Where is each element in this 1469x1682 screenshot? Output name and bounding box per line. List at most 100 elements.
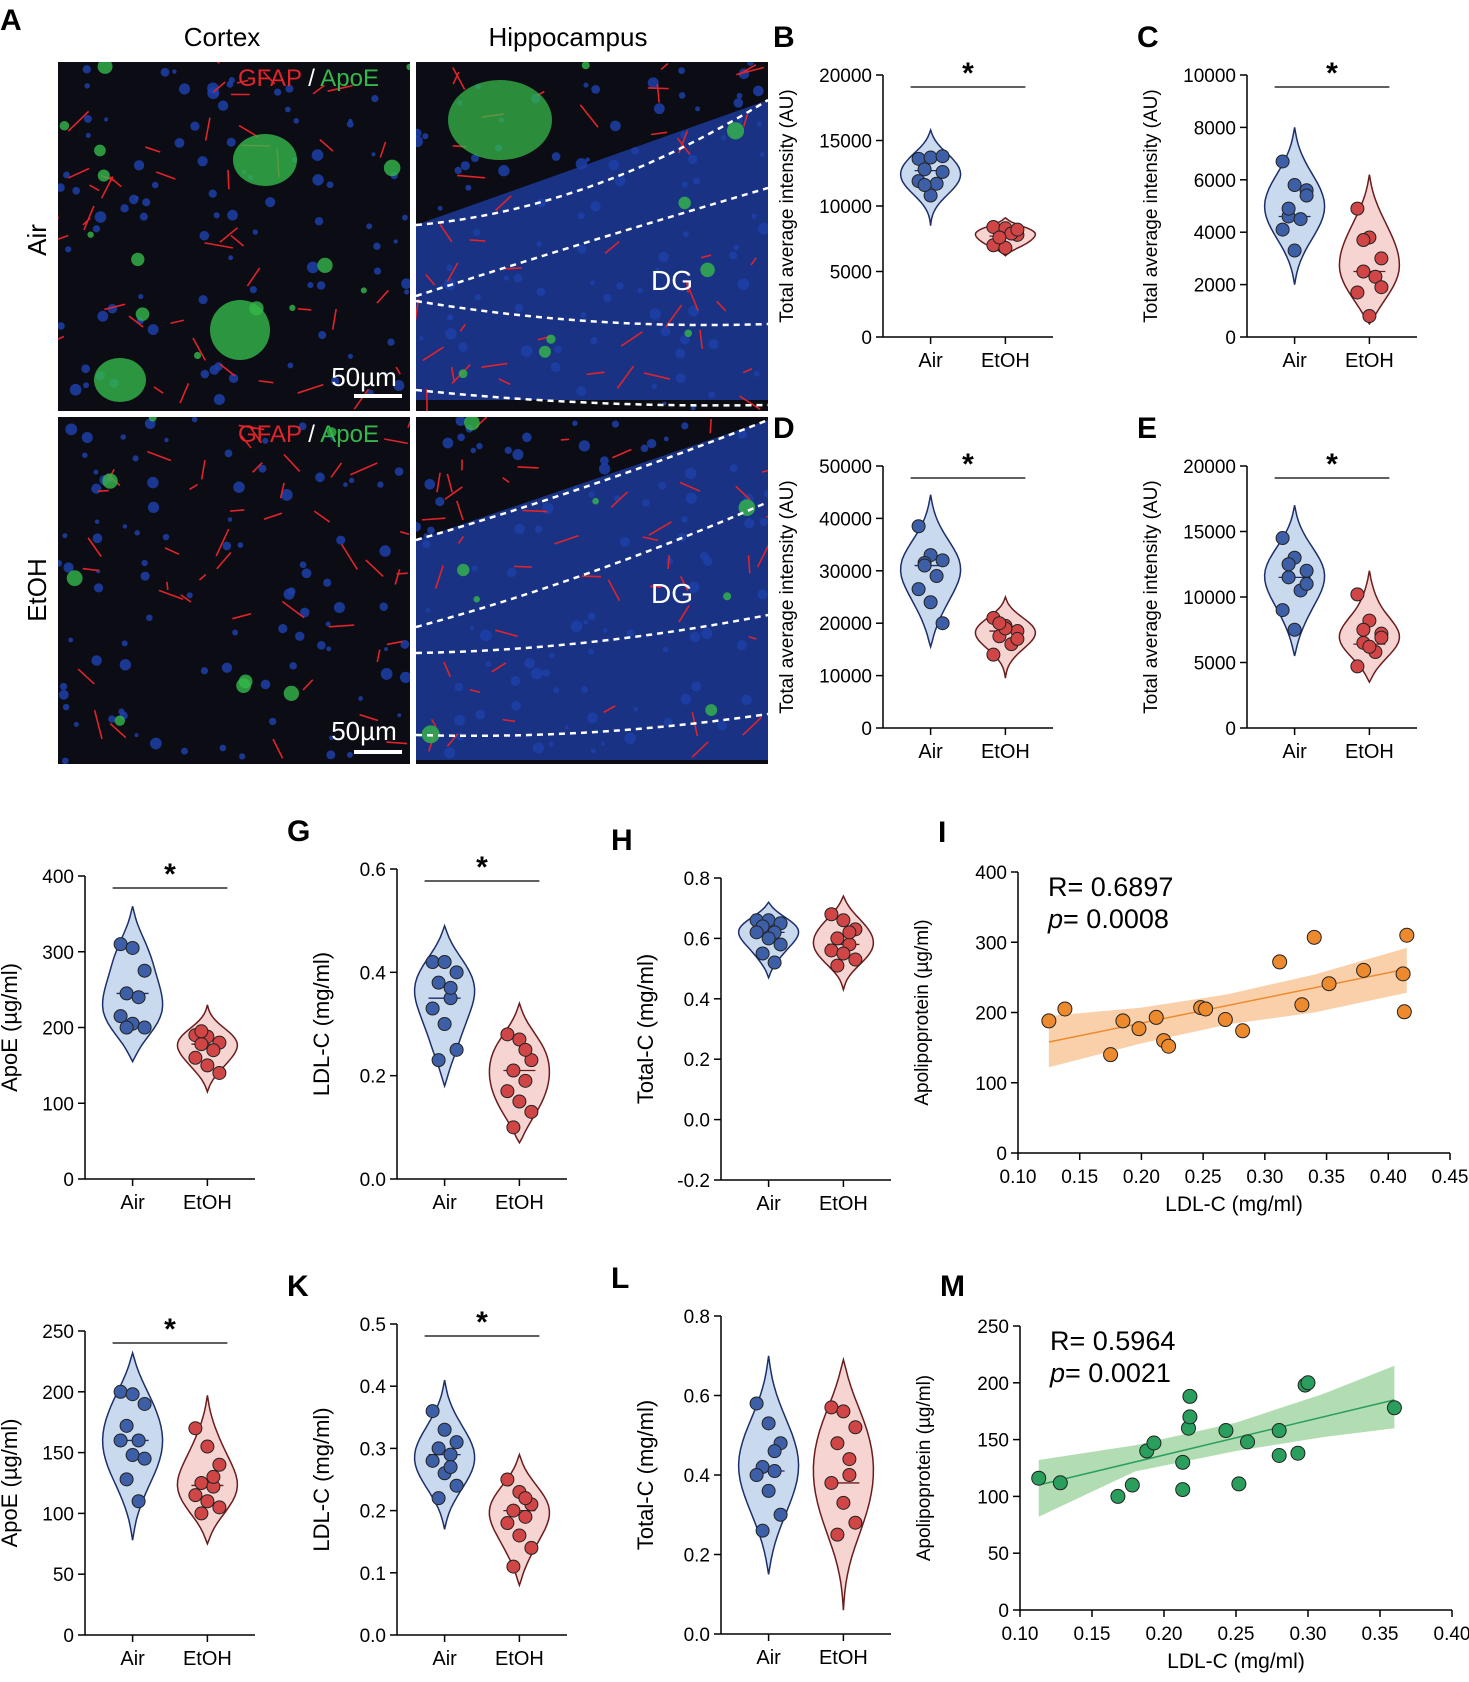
astrocyte-process-mark <box>660 62 669 71</box>
nucleus-mark <box>427 526 435 535</box>
nucleus-mark <box>522 432 532 443</box>
x-tick-label: EtOH <box>981 350 1030 372</box>
nucleus-mark <box>460 161 470 171</box>
astrocyte-process-mark <box>232 613 252 620</box>
nucleus-mark <box>637 287 643 294</box>
nucleus-mark <box>134 530 141 536</box>
nucleus-mark <box>649 308 661 320</box>
data-point <box>911 519 926 534</box>
nucleus-mark <box>753 85 764 97</box>
nucleus-mark <box>581 686 589 693</box>
nucleus-mark <box>58 560 63 567</box>
nucleus-mark <box>658 251 669 263</box>
data-point <box>917 178 932 193</box>
panel-label: D <box>773 412 795 445</box>
data-point <box>1356 233 1371 248</box>
nucleus-mark <box>146 614 153 622</box>
astrocyte-process-mark <box>219 363 236 377</box>
data-point <box>512 1032 527 1047</box>
nucleus-mark <box>219 744 227 752</box>
nucleus-mark <box>162 533 170 541</box>
data-point <box>923 150 938 165</box>
x-tick-label: EtOH <box>183 1192 232 1214</box>
data-point <box>1368 269 1383 284</box>
apoe-signal-mark <box>473 595 480 603</box>
data-point <box>767 1444 782 1459</box>
nucleus-mark <box>61 757 69 764</box>
data-point <box>200 1494 215 1509</box>
astrocyte-process-mark <box>436 472 441 493</box>
data-point <box>1306 929 1322 945</box>
data-point <box>1300 1375 1316 1391</box>
nucleus-mark <box>371 94 379 103</box>
nucleus-mark <box>577 244 587 254</box>
y-tick-label: 0.0 <box>360 1170 386 1191</box>
data-point <box>113 1384 128 1399</box>
nucleus-mark <box>174 137 185 148</box>
confidence-band <box>1038 1365 1395 1517</box>
nucleus-mark <box>613 161 620 167</box>
astrocyte-process-mark <box>686 282 689 293</box>
nucleus-mark <box>682 231 689 238</box>
apoe-signal-mark <box>148 417 157 422</box>
y-tick-label: 200 <box>977 1374 1009 1395</box>
data-point <box>524 1053 539 1068</box>
data-point <box>500 1027 515 1042</box>
nucleus-mark <box>633 706 639 712</box>
data-point <box>917 558 932 573</box>
data-point <box>761 931 776 946</box>
astrocyte-process-mark <box>331 308 337 330</box>
nucleus-mark <box>520 345 533 358</box>
nucleus-mark <box>134 195 139 201</box>
nucleus-mark <box>217 100 229 111</box>
data-point <box>1010 631 1025 646</box>
y-tick-label: 15000 <box>819 132 872 153</box>
nucleus-mark <box>658 481 667 490</box>
y-axis-label: LDL-C (mg/ml) <box>309 952 334 1096</box>
nucleus-mark <box>402 214 408 221</box>
astrocyte-process-mark <box>215 528 230 557</box>
data-point <box>119 1020 134 1035</box>
astrocyte-process-mark <box>87 537 102 557</box>
data-point <box>431 1053 446 1068</box>
nucleus-mark <box>295 631 305 641</box>
x-tick-label: 0.20 <box>1146 1624 1183 1645</box>
astrocyte-process-mark <box>359 713 379 722</box>
y-tick-label: 0.6 <box>684 1387 710 1408</box>
nucleus-mark <box>675 373 686 384</box>
data-point <box>824 1475 839 1490</box>
significance-star: * <box>962 57 974 90</box>
astrocyte-process-mark <box>502 476 510 483</box>
data-point <box>500 1516 515 1531</box>
nucleus-mark <box>333 601 345 614</box>
astrocyte-process-mark <box>686 283 699 312</box>
y-axis-label: ApoE (µg/ml) <box>0 963 22 1092</box>
y-tick-label: 100 <box>975 1074 1007 1095</box>
data-point <box>194 1506 209 1521</box>
nucleus-mark <box>542 502 554 515</box>
nucleus-mark <box>164 437 169 443</box>
astrocyte-process-mark <box>735 485 751 501</box>
nucleus-mark <box>151 181 159 189</box>
nucleus-mark <box>600 741 605 746</box>
data-point <box>935 616 950 631</box>
nucleus-mark <box>147 501 160 514</box>
astrocyte-process-mark <box>365 559 384 578</box>
data-point <box>1271 1423 1287 1439</box>
nucleus-mark <box>576 386 587 397</box>
data-point <box>518 1073 533 1088</box>
data-point <box>506 1063 521 1078</box>
data-point <box>506 1559 521 1574</box>
astrocyte-process-mark <box>97 489 109 493</box>
nucleus-mark <box>265 197 276 208</box>
nucleus-mark <box>226 137 236 147</box>
data-point <box>1031 1470 1047 1486</box>
y-tick-label: 0.4 <box>684 990 711 1011</box>
astrocyte-process-mark <box>756 544 768 568</box>
x-tick-label: 0.15 <box>1074 1624 1111 1645</box>
y-tick-label: 4000 <box>1194 223 1236 244</box>
astrocyte-process-mark <box>238 124 259 138</box>
data-point <box>200 1058 215 1073</box>
nucleus-mark <box>226 80 234 88</box>
astrocyte-process-mark <box>642 536 659 542</box>
